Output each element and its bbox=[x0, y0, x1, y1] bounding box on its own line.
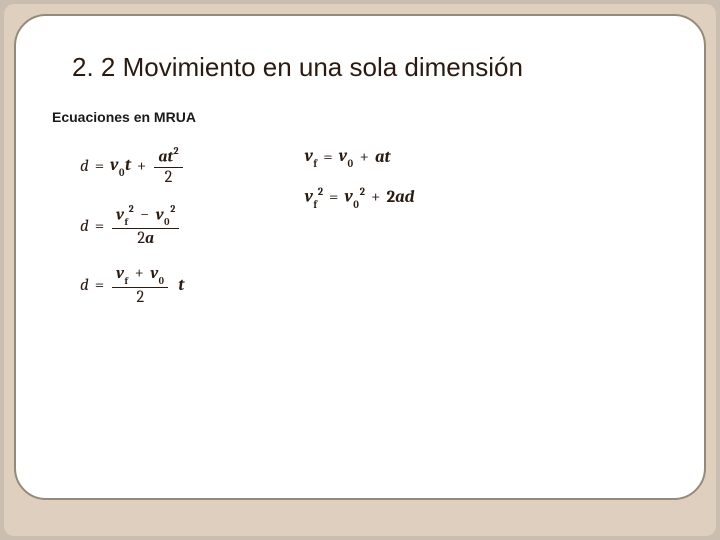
term-vf: vf bbox=[305, 147, 318, 168]
term-vf2: vf2 bbox=[305, 186, 323, 209]
slide-frame: 2. 2 Movimiento en una sola dimensión Ec… bbox=[4, 4, 716, 536]
slide-title: 2. 2 Movimiento en una sola dimensión bbox=[72, 52, 660, 83]
var-v: v bbox=[305, 188, 313, 207]
sub-f: f bbox=[313, 158, 317, 170]
sub-f: f bbox=[124, 275, 127, 287]
sup-two: 2 bbox=[360, 186, 365, 198]
equals-sign: = bbox=[329, 188, 338, 207]
equation-vf-linear: vf = v0 + at bbox=[305, 147, 415, 168]
equals-sign: = bbox=[95, 157, 104, 176]
equals-sign: = bbox=[95, 276, 104, 295]
equations-right-column: vf = v0 + at vf2 = bbox=[305, 147, 415, 306]
frac-denominator: 2a bbox=[133, 230, 158, 248]
sup-two: 2 bbox=[129, 203, 134, 215]
var-v: v bbox=[116, 205, 124, 224]
sub-f: f bbox=[124, 216, 127, 228]
frac-numerator: vf + v0 bbox=[112, 265, 168, 285]
term-2ad: 2ad bbox=[386, 188, 414, 207]
fraction-vf2-v02-over-2a: vf2 − v02 2a bbox=[112, 205, 179, 247]
equals-sign: = bbox=[95, 217, 104, 236]
var-a: a bbox=[375, 148, 385, 167]
sup-two: 2 bbox=[174, 145, 179, 157]
frac-denominator: 2 bbox=[161, 169, 177, 187]
var-a: a bbox=[395, 188, 405, 207]
var-d: d bbox=[405, 188, 415, 207]
var-d: d bbox=[80, 276, 89, 295]
frac-denominator: 2 bbox=[132, 289, 148, 307]
equations-container: d = v0t + at2 2 d bbox=[80, 147, 660, 306]
term-at: at bbox=[375, 148, 391, 167]
var-t: t bbox=[167, 147, 173, 166]
slide-subtitle: Ecuaciones en MRUA bbox=[52, 109, 660, 125]
equations-left-column: d = v0t + at2 2 d bbox=[80, 147, 185, 306]
equation-d-velocities-squared: d = vf2 − v02 2a bbox=[80, 205, 185, 247]
var-t: t bbox=[125, 156, 131, 175]
sub-zero: 0 bbox=[119, 167, 125, 179]
plus-sign: + bbox=[135, 264, 144, 283]
var-v: v bbox=[344, 188, 352, 207]
var-d: d bbox=[80, 157, 89, 176]
const-two: 2 bbox=[137, 229, 145, 248]
term-v02: v02 bbox=[344, 186, 365, 209]
var-v: v bbox=[116, 264, 124, 283]
frac-numerator: at2 bbox=[154, 147, 182, 166]
var-t: t bbox=[385, 148, 391, 167]
var-v: v bbox=[110, 156, 118, 175]
sup-two: 2 bbox=[170, 203, 175, 215]
sup-two: 2 bbox=[318, 186, 323, 198]
var-v: v bbox=[156, 205, 164, 224]
frac-numerator: vf2 − v02 bbox=[112, 205, 179, 227]
const-two: 2 bbox=[386, 188, 395, 207]
slide-body: 2. 2 Movimiento en una sola dimensión Ec… bbox=[14, 14, 706, 500]
sub-zero: 0 bbox=[347, 158, 353, 170]
equation-d-avg-velocity: d = vf + v0 2 t bbox=[80, 265, 185, 306]
var-a: a bbox=[145, 229, 154, 248]
term-v0t: v0t bbox=[110, 156, 131, 177]
var-v: v bbox=[305, 147, 313, 166]
var-d: d bbox=[80, 217, 89, 236]
minus-sign: − bbox=[140, 205, 149, 224]
plus-sign: + bbox=[137, 157, 146, 176]
var-t: t bbox=[178, 276, 184, 295]
plus-sign: + bbox=[371, 188, 380, 207]
equation-d-kinematic: d = v0t + at2 2 bbox=[80, 147, 185, 187]
sub-zero: 0 bbox=[353, 199, 359, 211]
equation-vf-squared: vf2 = v02 + 2ad bbox=[305, 186, 415, 209]
fraction-vf-plus-v0-over-2: vf + v0 2 bbox=[112, 265, 168, 306]
sub-zero: 0 bbox=[159, 275, 164, 287]
var-v: v bbox=[339, 147, 347, 166]
var-v: v bbox=[150, 264, 158, 283]
sub-zero: 0 bbox=[164, 216, 169, 228]
sub-f: f bbox=[313, 199, 317, 211]
equals-sign: = bbox=[323, 148, 332, 167]
fraction-at2-over-2: at2 2 bbox=[154, 147, 182, 187]
term-v0: v0 bbox=[339, 147, 354, 168]
plus-sign: + bbox=[360, 148, 369, 167]
